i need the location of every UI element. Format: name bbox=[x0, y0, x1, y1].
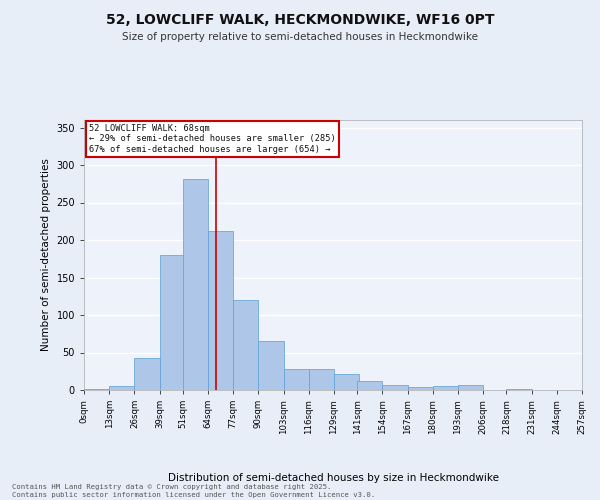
Bar bbox=[160, 255, 185, 390]
Text: 52, LOWCLIFF WALK, HECKMONDWIKE, WF16 0PT: 52, LOWCLIFF WALK, HECKMONDWIKE, WF16 0P… bbox=[106, 12, 494, 26]
Bar bbox=[134, 358, 160, 390]
X-axis label: Distribution of semi-detached houses by size in Heckmondwike: Distribution of semi-detached houses by … bbox=[167, 473, 499, 483]
Bar bbox=[334, 374, 359, 390]
Bar bbox=[208, 231, 233, 390]
Text: Size of property relative to semi-detached houses in Heckmondwike: Size of property relative to semi-detach… bbox=[122, 32, 478, 42]
Bar bbox=[458, 385, 483, 390]
Bar bbox=[407, 387, 433, 390]
Bar bbox=[433, 386, 458, 390]
Bar bbox=[183, 178, 208, 390]
Bar bbox=[309, 369, 334, 390]
Bar bbox=[259, 341, 284, 390]
Y-axis label: Number of semi-detached properties: Number of semi-detached properties bbox=[41, 158, 51, 352]
Bar bbox=[109, 386, 134, 390]
Bar bbox=[84, 389, 109, 390]
Bar bbox=[506, 389, 532, 390]
Bar bbox=[382, 385, 407, 390]
Bar bbox=[233, 300, 259, 390]
Text: 52 LOWCLIFF WALK: 68sqm
← 29% of semi-detached houses are smaller (285)
67% of s: 52 LOWCLIFF WALK: 68sqm ← 29% of semi-de… bbox=[89, 124, 336, 154]
Bar bbox=[284, 369, 309, 390]
Bar bbox=[357, 381, 382, 390]
Text: Contains HM Land Registry data © Crown copyright and database right 2025.
Contai: Contains HM Land Registry data © Crown c… bbox=[12, 484, 375, 498]
